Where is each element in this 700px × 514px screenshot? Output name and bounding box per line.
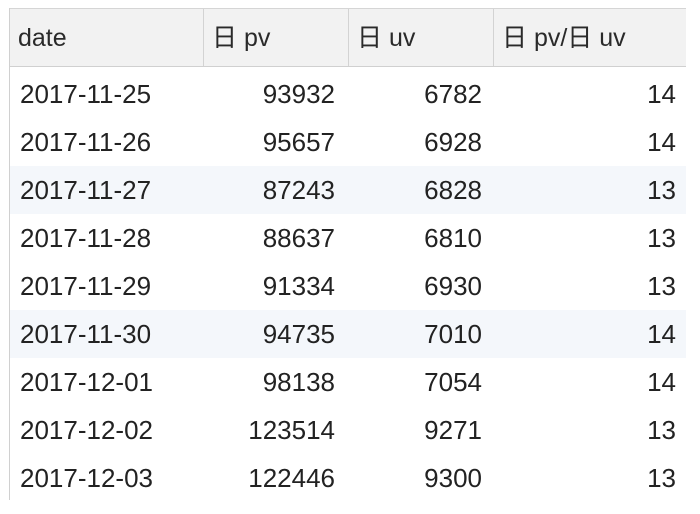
table-row[interactable]: 2017-11-29 91334 6930 13 [10, 262, 686, 310]
cell-date[interactable]: 2017-11-27 [20, 175, 152, 205]
cell-daily-uv[interactable]: 6928 [424, 127, 482, 157]
cell-daily-uv[interactable]: 6930 [424, 271, 482, 301]
cell-date[interactable]: 2017-11-25 [20, 79, 152, 109]
cell-pv-uv-ratio[interactable]: 13 [647, 271, 676, 301]
cell-date[interactable]: 2017-12-01 [20, 367, 153, 397]
cell-daily-pv[interactable]: 95657 [262, 127, 335, 157]
table-row[interactable]: 2017-11-26 95657 6928 14 [10, 118, 686, 166]
table-row[interactable]: 2017-12-03 122446 9300 13 [10, 454, 686, 502]
results-grid: date 日 pv 日 uv 日 pv/日 uv 2017-11-25 9393… [9, 8, 686, 500]
cell-daily-uv[interactable]: 7054 [424, 367, 482, 397]
column-header-daily-pv[interactable]: 日 pv [204, 9, 349, 66]
cell-daily-uv[interactable]: 6828 [424, 175, 482, 205]
cell-daily-uv[interactable]: 6782 [424, 79, 482, 109]
cell-date[interactable]: 2017-11-26 [20, 127, 152, 157]
column-header-date[interactable]: date [10, 9, 204, 66]
table-header: date 日 pv 日 uv 日 pv/日 uv [10, 8, 686, 67]
cell-date[interactable]: 2017-12-02 [20, 415, 153, 445]
column-header-daily-uv[interactable]: 日 uv [349, 9, 494, 66]
cell-daily-pv[interactable]: 93932 [262, 79, 335, 109]
table-row[interactable]: 2017-12-01 98138 7054 14 [10, 358, 686, 406]
cell-pv-uv-ratio[interactable]: 13 [647, 415, 676, 445]
cell-daily-pv[interactable]: 91334 [262, 271, 335, 301]
cell-pv-uv-ratio[interactable]: 14 [647, 79, 676, 109]
cell-pv-uv-ratio[interactable]: 13 [647, 223, 676, 253]
cell-date[interactable]: 2017-11-30 [20, 319, 152, 349]
cell-daily-uv[interactable]: 6810 [424, 223, 482, 253]
cell-daily-pv[interactable]: 88637 [262, 223, 335, 253]
cell-daily-pv[interactable]: 98138 [262, 367, 335, 397]
table-row[interactable]: 2017-11-27 87243 6828 13 [10, 166, 686, 214]
cell-daily-pv[interactable]: 94735 [262, 319, 335, 349]
table-row[interactable]: 2017-12-02 123514 9271 13 [10, 406, 686, 454]
cell-daily-uv[interactable]: 9271 [424, 415, 482, 445]
cell-daily-uv[interactable]: 9300 [424, 463, 482, 493]
cell-date[interactable]: 2017-11-28 [20, 223, 152, 253]
cell-daily-pv[interactable]: 87243 [262, 175, 335, 205]
table-row[interactable]: 2017-11-30 94735 7010 14 [10, 310, 686, 358]
cell-pv-uv-ratio[interactable]: 14 [647, 319, 676, 349]
cell-pv-uv-ratio[interactable]: 13 [647, 463, 676, 493]
cell-pv-uv-ratio[interactable]: 13 [647, 175, 676, 205]
table-body: 2017-11-25 93932 6782 14 2017-11-26 9565… [10, 67, 686, 502]
cell-daily-uv[interactable]: 7010 [424, 319, 482, 349]
cell-pv-uv-ratio[interactable]: 14 [647, 367, 676, 397]
table-row[interactable]: 2017-11-25 93932 6782 14 [10, 70, 686, 118]
cell-pv-uv-ratio[interactable]: 14 [647, 127, 676, 157]
cell-date[interactable]: 2017-12-03 [20, 463, 153, 493]
table-row[interactable]: 2017-11-28 88637 6810 13 [10, 214, 686, 262]
cell-daily-pv[interactable]: 123514 [248, 415, 335, 445]
column-header-pv-uv-ratio[interactable]: 日 pv/日 uv [502, 24, 626, 52]
cell-date[interactable]: 2017-11-29 [20, 271, 152, 301]
cell-daily-pv[interactable]: 122446 [248, 463, 335, 493]
